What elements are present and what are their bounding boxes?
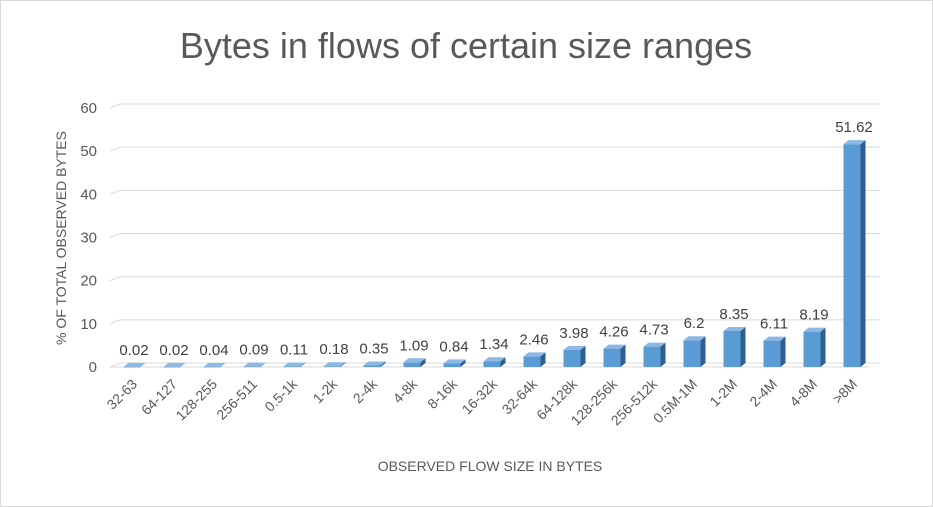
x-tick-label: 4-8k [390, 375, 421, 406]
data-label: 0.84 [439, 338, 468, 355]
chart-title: Bytes in flows of certain size ranges [180, 25, 752, 66]
bar [283, 362, 306, 368]
data-label: 0.09 [239, 342, 268, 359]
bar [723, 326, 746, 367]
x-tick-label: >8M [829, 376, 860, 407]
bar [203, 362, 226, 368]
grid-line [109, 146, 880, 152]
data-label: 51.62 [835, 119, 873, 136]
x-tick-label: 1-2M [706, 376, 740, 410]
x-axis-label: OBSERVED FLOW SIZE IN BYTES [378, 458, 603, 474]
y-tick-label: 10 [80, 316, 97, 333]
bar [363, 361, 386, 367]
x-tick-label: 0.5-1k [261, 375, 301, 415]
x-tick-label: 2-4k [350, 375, 381, 406]
x-tick-label: 32-63 [103, 376, 140, 413]
bar [243, 362, 266, 368]
y-axis-ticks: 0 10 20 30 40 50 60 [80, 100, 97, 376]
y-tick-label: 30 [80, 230, 97, 247]
bars [123, 140, 866, 368]
grid-line [109, 233, 880, 238]
grid-line [109, 189, 880, 195]
x-tick-label: 8-16k [424, 375, 461, 412]
bar [323, 362, 346, 367]
x-tick-label: 256-511 [213, 376, 260, 423]
bar [763, 336, 786, 367]
x-tick-label: 1-2k [310, 375, 341, 406]
x-tick-label: 4-8M [786, 376, 820, 410]
data-label: 0.11 [280, 342, 308, 359]
data-label: 6.2 [684, 315, 705, 332]
y-tick-label: 40 [80, 186, 97, 203]
grid-line [109, 276, 880, 282]
bar [163, 362, 186, 368]
data-label: 2.46 [519, 331, 548, 348]
data-label: 6.11 [760, 316, 788, 333]
y-tick-label: 60 [80, 100, 97, 117]
data-label: 1.34 [479, 336, 508, 353]
x-tick-label: 0.5M-1M [650, 376, 700, 426]
bar [683, 336, 706, 367]
data-label: 8.19 [799, 307, 828, 324]
x-tick-label: 2-4M [746, 376, 780, 410]
bar [123, 362, 146, 368]
grid-line [109, 103, 880, 109]
data-label: 8.35 [719, 306, 748, 323]
bar [403, 358, 426, 367]
data-label: 3.98 [559, 325, 588, 342]
data-label: 0.04 [199, 342, 228, 359]
grid-lines [109, 103, 880, 368]
grid-line [109, 319, 880, 325]
bar [563, 345, 586, 367]
data-label: 4.73 [639, 322, 668, 339]
data-label: 0.18 [319, 341, 348, 358]
data-label: 0.02 [119, 342, 148, 359]
x-tick-label: 128-255 [172, 376, 220, 424]
bar [483, 357, 506, 367]
data-label: 1.09 [399, 337, 428, 354]
x-tick-label: 16-32k [459, 375, 501, 417]
y-tick-label: 0 [89, 359, 97, 376]
data-label: 0.35 [359, 340, 388, 357]
data-label: 0.02 [159, 342, 188, 359]
bar [603, 344, 626, 367]
bar [803, 327, 826, 367]
bar [643, 342, 666, 367]
bar [443, 359, 466, 367]
y-tick-label: 50 [80, 143, 97, 160]
bar [523, 352, 546, 367]
y-tick-label: 20 [80, 273, 97, 290]
data-label: 4.26 [599, 324, 628, 341]
y-axis-label: % OF TOTAL OBSERVED BYTES [53, 131, 69, 345]
bar [843, 140, 866, 367]
data-labels: 0.02 0.02 0.04 0.09 0.11 0.18 0.35 1.09 0.84 1.34… [119, 119, 872, 359]
